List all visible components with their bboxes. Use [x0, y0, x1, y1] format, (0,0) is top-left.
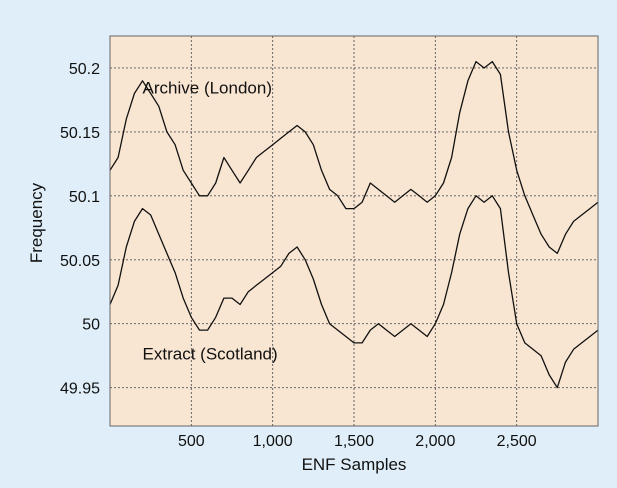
y-tick-label-3: 50.1: [69, 189, 100, 206]
y-tick-label-0: 49.95: [60, 381, 100, 398]
series-lines: [109, 60, 599, 389]
y-tick-label-5: 50.2: [69, 61, 100, 78]
x-tick-label-2: 1,500: [334, 433, 374, 450]
x-tick-label-4: 2,500: [497, 433, 537, 450]
x-tick-label-0: 500: [178, 433, 205, 450]
annotations: Archive (London) Extract (Scotland): [143, 79, 278, 364]
gridlines: [110, 36, 598, 426]
y-tick-label-4: 50.15: [60, 125, 100, 142]
x-axis-label: ENF Samples: [302, 455, 407, 474]
y-tick-label-1: 50: [82, 317, 100, 334]
x-tick-labels: 500 1,000 1,500 2,000 2,500: [178, 433, 537, 450]
x-tick-label-3: 2,000: [415, 433, 455, 450]
y-tick-label-2: 50.05: [60, 253, 100, 270]
series-line-0: [109, 60, 599, 255]
series-line-1: [109, 195, 599, 389]
y-axis-label: Frequency: [27, 182, 46, 263]
series-label-1: Extract (Scotland): [143, 345, 278, 364]
x-tick-label-1: 1,000: [253, 433, 293, 450]
plot-frame: [109, 35, 599, 427]
series-label-0: Archive (London): [143, 79, 272, 98]
y-tick-labels: 49.95 50 50.05 50.1 50.15 50.2: [60, 61, 100, 398]
